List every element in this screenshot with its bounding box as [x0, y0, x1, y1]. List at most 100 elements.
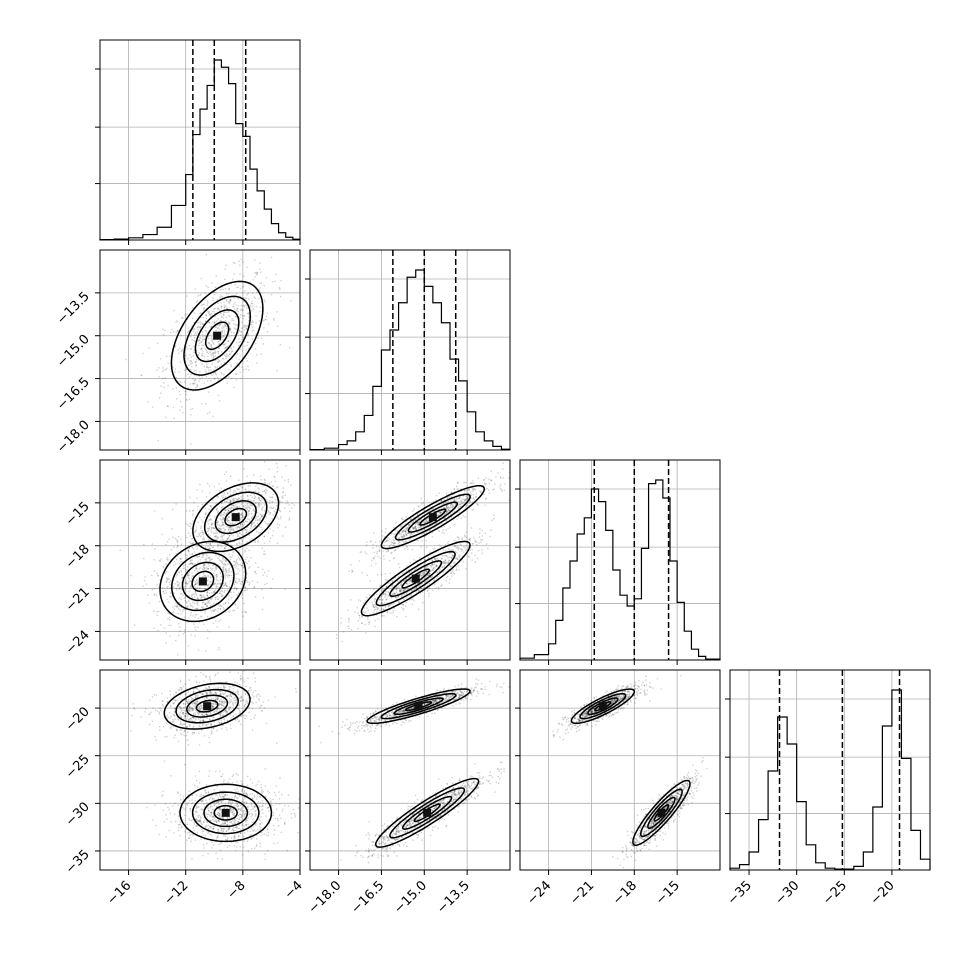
scatter-point	[276, 369, 278, 372]
scatter-point	[211, 551, 213, 553]
scatter-point	[466, 504, 468, 506]
scatter-point	[210, 314, 212, 316]
scatter-point	[192, 708, 194, 710]
scatter-point	[447, 562, 449, 565]
scatter-point	[250, 513, 253, 515]
scatter-point	[261, 547, 263, 549]
scatter-point	[213, 590, 215, 593]
scatter-point	[431, 560, 434, 562]
scatter-point	[243, 579, 245, 581]
scatter-point	[229, 558, 232, 560]
scatter-point	[402, 526, 404, 528]
scatter-point	[291, 507, 293, 509]
scatter-point	[393, 588, 395, 591]
scatter-point	[162, 334, 165, 336]
scatter-point	[404, 530, 407, 533]
scatter-point	[242, 521, 244, 523]
scatter-point	[233, 489, 235, 492]
scatter-point	[433, 580, 435, 582]
scatter-point	[418, 522, 420, 525]
scatter-point	[405, 532, 407, 534]
scatter-point	[418, 582, 420, 584]
scatter-point	[415, 583, 417, 585]
scatter-point	[210, 558, 212, 561]
scatter-point	[228, 310, 230, 313]
scatter-point	[219, 343, 221, 345]
scatter-point	[234, 284, 236, 286]
scatter-point	[411, 589, 413, 592]
scatter-point	[258, 497, 260, 499]
scatter-point	[231, 564, 234, 566]
scatter-point	[229, 610, 231, 612]
scatter-point	[279, 510, 282, 513]
scatter-point	[247, 689, 250, 692]
scatter-point	[239, 711, 241, 713]
scatter-point	[180, 570, 182, 572]
scatter-point	[420, 588, 423, 590]
scatter-point	[453, 493, 455, 495]
scatter-point	[372, 606, 374, 608]
scatter-point	[263, 535, 265, 538]
scatter-point	[210, 529, 212, 531]
scatter-point	[210, 505, 212, 507]
scatter-point	[391, 580, 394, 582]
scatter-point	[216, 707, 218, 710]
scatter-point	[177, 380, 179, 383]
scatter-point	[192, 615, 194, 617]
scatter-point	[192, 382, 194, 384]
scatter-point	[413, 588, 415, 590]
scatter-point	[409, 576, 411, 578]
scatter-point	[478, 536, 481, 538]
scatter-point	[235, 310, 237, 312]
scatter-point	[215, 529, 217, 531]
scatter-point	[438, 508, 440, 511]
scatter-point	[460, 544, 462, 546]
scatter-point	[223, 570, 225, 573]
scatter-point	[418, 524, 420, 526]
scatter-point	[236, 307, 238, 309]
scatter-point	[230, 695, 233, 698]
scatter-point	[217, 543, 219, 545]
scatter-point	[201, 331, 203, 333]
scatter-point	[445, 506, 448, 508]
scatter-point	[467, 489, 469, 491]
scatter-point	[218, 400, 221, 402]
scatter-point	[414, 568, 416, 571]
scatter-point	[225, 560, 227, 562]
scatter-point	[374, 620, 376, 622]
scatter-point	[224, 590, 226, 592]
scatter-point	[237, 488, 239, 491]
scatter-point	[171, 721, 174, 723]
scatter-point	[209, 712, 212, 714]
scatter-point	[410, 580, 412, 583]
scatter-point	[223, 534, 226, 536]
scatter-point	[211, 569, 213, 571]
scatter-point	[221, 525, 223, 527]
scatter-point	[247, 677, 249, 679]
scatter-point	[405, 546, 408, 548]
scatter-point	[443, 565, 446, 567]
scatter-point	[428, 572, 431, 575]
scatter-point	[184, 596, 186, 598]
scatter-point	[235, 532, 237, 534]
scatter-point	[383, 558, 385, 560]
scatter-point	[394, 596, 397, 599]
scatter-point	[231, 577, 234, 579]
scatter-point	[389, 604, 392, 606]
scatter-point	[158, 376, 160, 378]
scatter-point	[260, 479, 262, 481]
scatter-point	[222, 518, 224, 520]
scatter-point	[457, 500, 460, 503]
scatter-point	[200, 278, 202, 280]
scatter-point	[245, 488, 247, 490]
scatter-point	[234, 581, 236, 583]
scatter-point	[258, 499, 260, 501]
scatter-point	[256, 362, 258, 364]
scatter-point	[391, 532, 393, 535]
scatter-point	[411, 582, 413, 584]
scatter-point	[223, 308, 225, 311]
scatter-point	[233, 308, 236, 310]
scatter-point	[402, 598, 405, 600]
scatter-point	[413, 532, 415, 534]
contour-2-1	[375, 550, 456, 607]
